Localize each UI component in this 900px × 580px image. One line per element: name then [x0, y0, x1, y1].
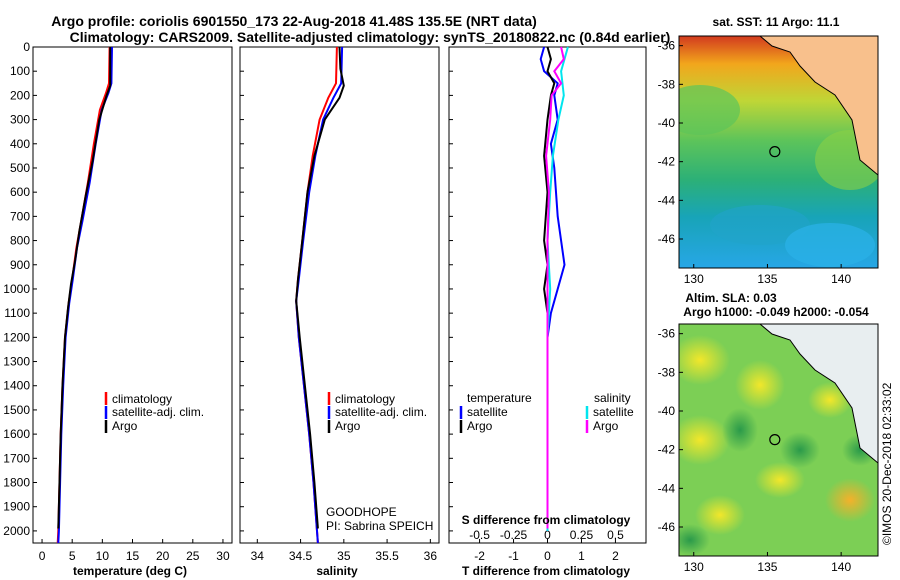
depth-tick-label: 900 [10, 258, 30, 272]
x-tick-label: 20 [156, 549, 170, 563]
depth-tick-label: 100 [10, 64, 30, 78]
depth-tick-label: 1300 [3, 355, 30, 369]
sla-map-image [670, 324, 878, 556]
x-tick-label: 5 [69, 549, 76, 563]
x-tick-label: 30 [216, 549, 230, 563]
lat-tick-label: -42 [658, 443, 676, 457]
legend-s-satellite-label: satellite [593, 405, 634, 419]
lat-tick-label: -36 [658, 327, 676, 341]
temperature-panel: 0100200300400500600700800900100011001200… [3, 40, 232, 578]
depth-tick-label: 1400 [3, 379, 30, 393]
lon-tick-label: 140 [831, 272, 851, 286]
legend-argo-label: Argo [112, 419, 138, 433]
pi-annotation: PI: Sabrina SPEICH [326, 519, 433, 533]
x-tick-label: -1 [508, 549, 519, 563]
lat-tick-label: -46 [658, 232, 676, 246]
difference-panel: -2 -1 0 1 2 -0.5 -0.25 0 0.25 0.5 T difference f… [449, 47, 646, 578]
x-tick-label: 0 [39, 549, 46, 563]
legend-climatology-label: climatology [335, 392, 395, 406]
title-line-1: Argo profile: coriolis 6901550_173 22-Au… [51, 13, 537, 29]
sla-map-subtitle: Argo h1000: -0.049 h2000: -0.054 [683, 305, 869, 319]
salinity-plot-frame [240, 47, 439, 543]
depth-tick-label: 1100 [4, 306, 30, 320]
depth-tick-label: 1500 [3, 403, 30, 417]
depth-tick-label: 1000 [3, 282, 30, 296]
lat-tick-label: -42 [658, 155, 676, 169]
x-tick-label: 2 [612, 549, 619, 563]
sla-map: Altim. SLA: 0.03 Argo h1000: -0.049 h200… [658, 291, 878, 574]
x-tick-label: 34.5 [289, 549, 313, 563]
depth-tick-label: 800 [10, 234, 30, 248]
x-tick-label: 0 [544, 549, 551, 563]
depth-tick-label: 600 [10, 185, 30, 199]
legend-argo-label: Argo [335, 419, 361, 433]
lon-tick-label: 135 [757, 560, 777, 574]
depth-tick-label: 500 [10, 161, 30, 175]
x-tick-label: 1 [578, 549, 585, 563]
project-annotation: GOODHOPE [326, 505, 397, 519]
lon-tick-label: 130 [684, 560, 704, 574]
lat-tick-label: -40 [658, 116, 676, 130]
depth-tick-label: 1900 [3, 500, 30, 514]
lat-tick-label: -38 [658, 365, 676, 379]
sla-map-title: Altim. SLA: 0.03 [685, 291, 777, 305]
legend-t-argo-label: Argo [467, 419, 493, 433]
depth-tick-label: 700 [10, 209, 30, 223]
lat-tick-label: -44 [658, 193, 676, 207]
x-tick-label: 34 [251, 549, 265, 563]
lat-tick-label: -36 [658, 39, 676, 53]
depth-tick-label: 2000 [3, 524, 30, 538]
salinity-x-label: salinity [316, 564, 358, 578]
sst-map: sat. SST: 11 Argo: 11.1 -36 -38 -40 -42 -44 -… [658, 15, 885, 286]
s-diff-tick-label: -0.5 [469, 528, 490, 542]
s-diff-tick-label: -0.25 [500, 528, 528, 542]
s-diff-tick-label: 0.25 [570, 528, 594, 542]
lon-tick-label: 140 [831, 560, 851, 574]
title-line-2: Climatology: CARS2009. Satellite-adjuste… [70, 29, 671, 45]
lat-tick-label: -46 [658, 520, 676, 534]
temperature-x-label: temperature (deg C) [73, 564, 187, 578]
depth-tick-label: 300 [10, 113, 30, 127]
x-tick-label: -2 [474, 549, 485, 563]
s-diff-tick-label: 0.5 [607, 528, 624, 542]
depth-tick-label: 1600 [3, 427, 30, 441]
x-tick-label: 25 [186, 549, 200, 563]
argo-profile-figure: Argo profile: coriolis 6901550_173 22-Au… [0, 0, 900, 580]
depth-tick-label: 0 [23, 40, 30, 54]
legend-t-satellite-label: satellite [467, 405, 508, 419]
lon-tick-label: 130 [684, 272, 704, 286]
sst-map-image [660, 36, 885, 268]
x-tick-label: 36 [424, 549, 438, 563]
legend-climatology-label: climatology [112, 392, 172, 406]
depth-tick-label: 1800 [3, 476, 30, 490]
depth-tick-label: 1200 [3, 330, 30, 344]
x-tick-label: 10 [96, 549, 110, 563]
x-tick-label: 35 [337, 549, 351, 563]
legend-s-argo-label: Argo [593, 419, 619, 433]
depth-tick-label: 400 [10, 137, 30, 151]
lat-tick-label: -38 [658, 77, 676, 91]
legend-satellite-label: satellite-adj. clim. [335, 405, 427, 419]
depth-tick-label: 200 [10, 88, 30, 102]
lat-tick-label: -40 [658, 404, 676, 418]
legend-temperature-heading: temperature [467, 391, 532, 405]
sst-map-title: sat. SST: 11 Argo: 11.1 [713, 15, 840, 29]
x-tick-label: 15 [126, 549, 140, 563]
depth-tick-label: 1700 [3, 451, 30, 465]
legend-salinity-heading: salinity [594, 391, 631, 405]
imos-credit: ©IMOS 20-Dec-2018 02:33:02 [880, 382, 894, 545]
lat-tick-label: -44 [658, 481, 676, 495]
temperature-plot-frame [33, 47, 232, 543]
depth-tick-labels: 0 100 200 300 400 500 600 700 800 900 1000 1100 1200… [3, 40, 37, 538]
x-tick-label: 35.5 [375, 549, 399, 563]
legend-satellite-label: satellite-adj. clim. [112, 405, 204, 419]
salinity-panel: 34 34.5 35 35.5 36 salinity climatology sate… [240, 47, 439, 578]
s-difference-label: S difference from climatology [462, 513, 631, 527]
lon-tick-label: 135 [757, 272, 777, 286]
t-difference-x-label: T difference from climatology [462, 564, 630, 578]
